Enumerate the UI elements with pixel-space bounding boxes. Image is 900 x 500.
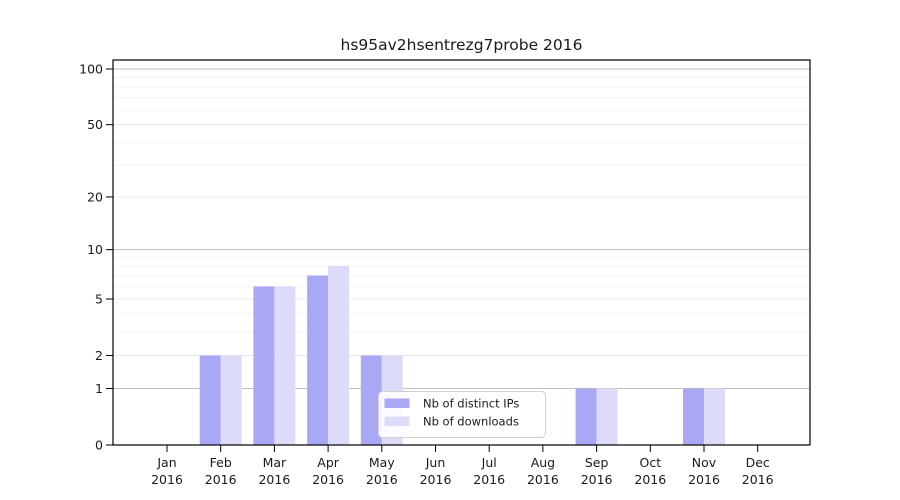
x-tick-label-jul: Jul 2016 <box>473 455 505 487</box>
y-tick-label: 100 <box>79 62 103 77</box>
bar-distinct-ips-feb <box>199 355 221 445</box>
x-tick-year: 2016 <box>742 472 774 487</box>
x-tick-label-dec: Dec 2016 <box>742 455 774 487</box>
x-tick-month: Jul <box>481 455 497 470</box>
bar-downloads-apr <box>328 265 350 445</box>
x-tick-month: Jun <box>425 455 446 470</box>
x-tick-label-aug: Aug 2016 <box>527 455 559 487</box>
x-tick-year: 2016 <box>581 472 613 487</box>
bar-distinct-ips-nov <box>683 388 704 445</box>
y-tick-label: 20 <box>87 189 103 204</box>
x-tick-label-may: May 2016 <box>366 455 398 487</box>
x-tick-label-jan: Jan 2016 <box>151 455 183 487</box>
x-tick-year: 2016 <box>527 472 559 487</box>
y-tick-label: 5 <box>95 292 103 307</box>
x-tick-label-feb: Feb 2016 <box>205 455 237 487</box>
y-tick-label: 1 <box>95 381 103 396</box>
x-tick-label-sep: Sep 2016 <box>581 455 613 487</box>
x-tick-label-nov: Nov 2016 <box>688 455 720 487</box>
x-tick-month: May <box>369 455 395 470</box>
chart-title: hs95av2hsentrezg7probe 2016 <box>341 36 583 54</box>
x-tick-month: Jan <box>156 455 176 470</box>
x-tick-label-mar: Mar 2016 <box>258 455 290 487</box>
x-tick-year: 2016 <box>312 472 344 487</box>
bar-distinct-ips-mar <box>253 286 275 445</box>
x-tick-label-apr: Apr 2016 <box>312 455 344 487</box>
x-tick-month: Aug <box>531 455 555 470</box>
x-tick-label-jun: Jun 2016 <box>420 455 452 487</box>
bar-downloads-feb <box>220 355 242 445</box>
legend-swatch-downloads <box>384 416 410 426</box>
plot-frame <box>112 59 811 446</box>
x-tick-month: Nov <box>692 455 717 470</box>
bar-downloads-sep <box>596 388 618 445</box>
bar-distinct-ips-may <box>360 355 382 445</box>
x-tick-month: Apr <box>317 455 339 470</box>
x-tick-year: 2016 <box>688 472 720 487</box>
legend-label-distinct-ips: Nb of distinct IPs <box>423 397 519 411</box>
bar-distinct-ips-sep <box>575 388 597 445</box>
x-tick-year: 2016 <box>634 472 666 487</box>
x-tick-year: 2016 <box>366 472 398 487</box>
legend-swatch-distinct-ips <box>384 398 410 408</box>
bar-downloads-mar <box>274 286 296 445</box>
legend-label-downloads: Nb of downloads <box>423 415 519 429</box>
bar-distinct-ips-apr <box>307 275 329 445</box>
x-tick-month: Oct <box>639 455 661 470</box>
legend-box <box>378 391 546 438</box>
y-tick-label: 2 <box>95 348 103 363</box>
legend: Nb of distinct IPs Nb of downloads <box>378 391 546 438</box>
x-tick-year: 2016 <box>420 472 452 487</box>
x-tick-year: 2016 <box>151 472 183 487</box>
y-tick-label: 10 <box>87 242 103 257</box>
x-tick-month: Sep <box>585 455 609 470</box>
x-tick-year: 2016 <box>205 472 237 487</box>
x-tick-month: Mar <box>263 455 287 470</box>
y-tick-label: 50 <box>87 117 103 132</box>
x-tick-year: 2016 <box>473 472 505 487</box>
bar-downloads-nov <box>704 388 725 445</box>
y-tick-label: 0 <box>95 438 103 453</box>
x-tick-month: Feb <box>210 455 232 470</box>
x-tick-label-oct: Oct 2016 <box>634 455 666 487</box>
x-tick-month: Dec <box>746 455 770 470</box>
x-tick-year: 2016 <box>258 472 290 487</box>
